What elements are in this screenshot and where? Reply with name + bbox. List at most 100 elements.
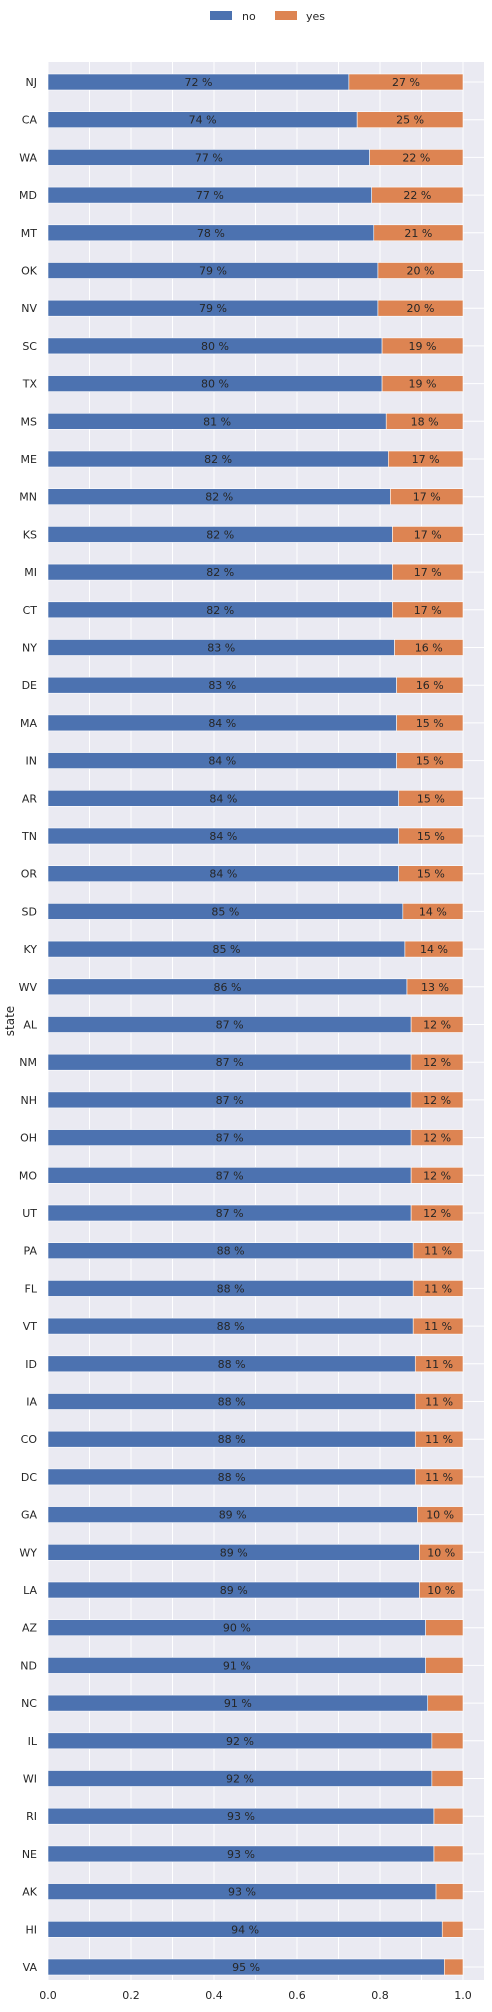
y-tick-label: AZ xyxy=(22,1622,38,1635)
bar-yes xyxy=(414,1393,464,1410)
bar-label-no: 84 % xyxy=(209,792,237,805)
bar-label-no: 88 % xyxy=(218,1396,246,1409)
bar-yes xyxy=(392,601,464,619)
bar-label-no: 90 % xyxy=(223,1622,251,1635)
bar-label-no: 94 % xyxy=(231,1923,259,1936)
bar-yes xyxy=(381,375,464,392)
bar-label-no: 83 % xyxy=(208,679,236,692)
bar-label-no: 84 % xyxy=(209,830,237,843)
bar-label-yes: 19 % xyxy=(409,378,437,391)
y-tick-label: AK xyxy=(22,1886,38,1899)
bar-label-no: 87 % xyxy=(216,1207,244,1220)
y-tick-label: FL xyxy=(25,1282,38,1295)
y-tick-label: MN xyxy=(19,491,37,504)
bar-yes xyxy=(390,488,464,506)
bar-yes xyxy=(410,1204,464,1222)
bar-label-no: 89 % xyxy=(220,1584,248,1597)
y-tick-label: WV xyxy=(19,981,38,994)
bar-yes xyxy=(387,450,464,468)
bar-yes xyxy=(444,1958,464,1976)
bar-label-yes: 18 % xyxy=(411,415,439,428)
bar-label-yes: 12 % xyxy=(423,1019,451,1032)
bar-yes xyxy=(377,262,464,279)
bar-label-no: 91 % xyxy=(223,1659,251,1672)
bar-yes xyxy=(385,412,464,430)
bar-label-no: 86 % xyxy=(214,981,242,994)
legend-swatch-no xyxy=(210,11,232,20)
bar-label-no: 84 % xyxy=(209,868,237,881)
bar-label-yes: 13 % xyxy=(421,981,449,994)
bar-label-no: 84 % xyxy=(208,755,236,768)
bar-yes xyxy=(392,526,464,543)
bar-label-no: 82 % xyxy=(206,604,234,617)
bar-yes xyxy=(412,1280,464,1297)
bar-label-no: 93 % xyxy=(228,1886,256,1899)
bar-yes xyxy=(412,1242,464,1259)
y-tick-label: DC xyxy=(21,1471,37,1484)
bar-label-no: 82 % xyxy=(205,491,233,504)
bar-yes xyxy=(410,1016,464,1033)
y-tick-label: HI xyxy=(25,1923,37,1936)
y-tick-labels: NJ CA WA MD MT OK NV SC TX MS ME MN KS MI CT NY DE MA IN AR… xyxy=(19,76,38,1974)
y-tick-label: CO xyxy=(21,1433,38,1446)
bar-yes xyxy=(441,1921,464,1938)
bar-label-yes: 12 % xyxy=(423,1207,451,1220)
x-tick-label: 0.4 xyxy=(205,1989,223,2002)
y-tick-label: UT xyxy=(22,1207,37,1220)
bar-label-yes: 10 % xyxy=(426,1509,454,1522)
bar-label-no: 85 % xyxy=(211,905,239,918)
bar-yes xyxy=(396,714,464,732)
bar-yes xyxy=(414,1468,464,1486)
bar-label-yes: 17 % xyxy=(413,491,441,504)
bar-label-yes: 15 % xyxy=(417,830,445,843)
bar-yes xyxy=(394,639,464,656)
bar-yes xyxy=(377,299,464,317)
bar-label-no: 79 % xyxy=(199,265,227,278)
bar-label-yes: 15 % xyxy=(417,868,445,881)
bar-label-yes: 21 % xyxy=(404,227,432,240)
y-tick-label: OR xyxy=(21,868,38,881)
legend: no yes xyxy=(210,10,325,23)
bar-label-yes: 11 % xyxy=(425,1358,453,1371)
bar-yes xyxy=(433,1807,464,1825)
y-tick-label: NV xyxy=(21,302,37,315)
y-tick-label: OH xyxy=(20,1132,37,1145)
y-tick-label: CT xyxy=(23,604,38,617)
bar-label-no: 77 % xyxy=(195,151,223,164)
bar-label-yes: 11 % xyxy=(424,1282,452,1295)
x-tick-label: 0.2 xyxy=(122,1989,140,2002)
y-tick-label: VA xyxy=(23,1961,38,1974)
y-tick-label: MI xyxy=(24,566,37,579)
bar-label-no: 80 % xyxy=(201,378,229,391)
y-tick-label: AL xyxy=(23,1019,38,1032)
bar-label-yes: 27 % xyxy=(392,76,420,89)
bar-label-no: 81 % xyxy=(203,415,231,428)
y-tick-label: CA xyxy=(22,114,38,127)
bar-label-yes: 10 % xyxy=(427,1584,455,1597)
y-axis-title: state xyxy=(3,1006,17,1036)
bar-yes xyxy=(410,1167,464,1184)
bar-yes xyxy=(435,1883,464,1900)
bar-label-yes: 15 % xyxy=(416,755,444,768)
bar-label-no: 87 % xyxy=(216,1094,244,1107)
y-tick-label: NE xyxy=(22,1848,37,1861)
x-tick-label: 0.0 xyxy=(39,1989,57,2002)
y-tick-label: NH xyxy=(21,1094,38,1107)
bar-yes xyxy=(414,1430,464,1448)
bar-label-no: 72 % xyxy=(184,76,212,89)
bar-label-no: 89 % xyxy=(220,1546,248,1559)
bar-label-yes: 14 % xyxy=(419,905,447,918)
bar-label-yes: 10 % xyxy=(427,1546,455,1559)
bar-label-no: 78 % xyxy=(197,227,225,240)
y-tick-label: MO xyxy=(19,1169,37,1182)
bar-yes xyxy=(431,1770,464,1787)
bar-label-no: 82 % xyxy=(204,453,232,466)
y-tick-label: WY xyxy=(19,1546,37,1559)
bar-yes xyxy=(410,1129,464,1146)
bar-label-no: 88 % xyxy=(217,1320,245,1333)
legend-swatch-yes xyxy=(275,11,297,20)
y-tick-label: ID xyxy=(25,1358,37,1371)
y-tick-label: MS xyxy=(21,415,37,428)
bar-label-no: 88 % xyxy=(217,1282,245,1295)
bar-label-no: 74 % xyxy=(189,114,217,127)
